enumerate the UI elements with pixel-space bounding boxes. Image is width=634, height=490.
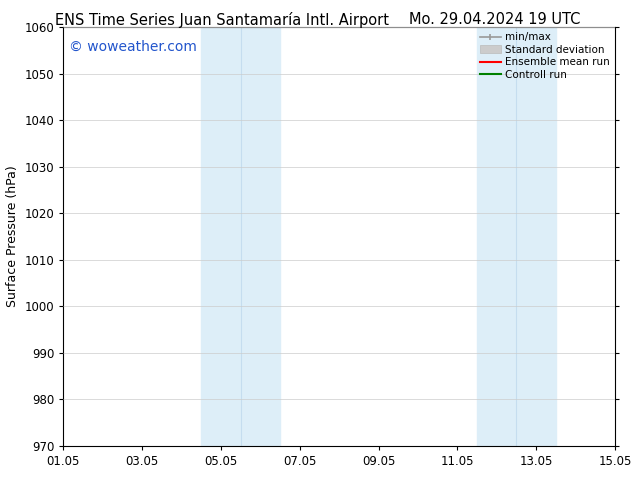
Bar [477, 27, 556, 446]
Y-axis label: Surface Pressure (hPa): Surface Pressure (hPa) [6, 166, 19, 307]
Legend: min/max, Standard deviation, Ensemble mean run, Controll run: min/max, Standard deviation, Ensemble me… [478, 30, 612, 82]
Text: Mo. 29.04.2024 19 UTC: Mo. 29.04.2024 19 UTC [409, 12, 580, 27]
Bar [202, 27, 280, 446]
Title: ENS Time Series Juan Santamaría Intl. Airport      Mo. 29.04.2024 19 UTC: ENS Time Series Juan Santamaría Intl. Ai… [0, 489, 1, 490]
Text: © woweather.com: © woweather.com [69, 40, 197, 53]
Text: ENS Time Series Juan Santamaría Intl. Airport: ENS Time Series Juan Santamaría Intl. Ai… [55, 12, 389, 28]
